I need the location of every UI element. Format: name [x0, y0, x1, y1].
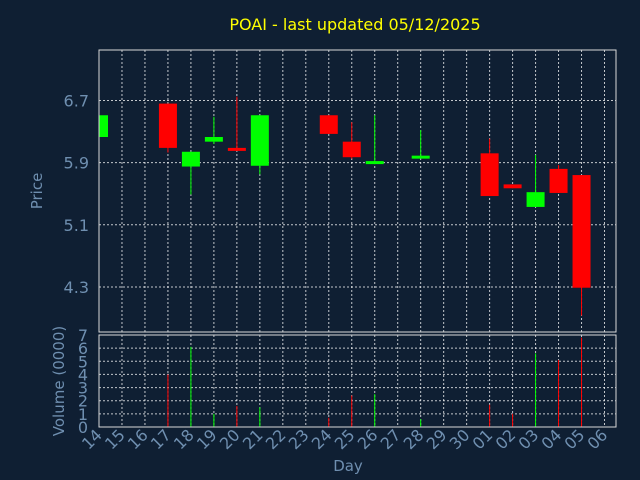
- candle-body: [227, 147, 246, 151]
- price-axis-label: Price: [28, 173, 46, 210]
- candle: [365, 115, 384, 165]
- volume-tick-label: 7: [78, 326, 88, 345]
- candle: [98, 115, 108, 138]
- price-tick-label: 6.7: [64, 91, 89, 110]
- price-tick-label: 4.3: [64, 278, 89, 297]
- volume-tick-label: 3: [78, 379, 88, 398]
- candle: [342, 122, 361, 159]
- candle-body: [250, 115, 269, 166]
- volume-tick-label: 0: [78, 418, 88, 437]
- candle: [204, 116, 223, 144]
- candle: [250, 115, 269, 175]
- candle-body: [549, 168, 568, 193]
- price-tick-label: 5.9: [64, 154, 89, 173]
- candle: [572, 175, 591, 316]
- candle: [503, 184, 522, 189]
- volume-tick-label: 4: [78, 365, 88, 384]
- candle-body: [181, 151, 200, 167]
- candle-body: [342, 141, 361, 158]
- candle: [181, 151, 200, 195]
- candle: [319, 115, 338, 134]
- candle-body: [158, 103, 177, 148]
- candle: [480, 138, 499, 197]
- price-tick-label: 5.1: [64, 216, 89, 235]
- volume-tick-label: 1: [78, 405, 88, 424]
- volume-axis-label: Volume (0000): [50, 326, 68, 436]
- candlestick-series: [98, 96, 591, 316]
- candle-body: [480, 153, 499, 197]
- volume-tick-label: 5: [78, 352, 88, 371]
- chart-title: POAI - last updated 05/12/2025: [229, 15, 480, 34]
- volume-series: [98, 337, 583, 427]
- price-tick-labels: 6.7 5.9 5.1 4.3: [64, 91, 89, 296]
- volume-tick-label: 6: [78, 339, 88, 358]
- candle-body: [204, 137, 223, 142]
- candle-body: [319, 115, 338, 134]
- candle: [549, 164, 568, 193]
- candle: [158, 103, 177, 153]
- candle-body: [99, 115, 108, 138]
- candle: [227, 96, 246, 151]
- price-grid: [98, 50, 616, 332]
- candle: [526, 154, 545, 207]
- volume-tick-label: 2: [78, 392, 88, 411]
- candle-body: [526, 192, 545, 207]
- candle: [411, 130, 430, 159]
- price-panel-frame: [98, 49, 617, 333]
- candle-body: [411, 155, 430, 159]
- candle-body: [365, 161, 384, 165]
- x-axis-label: Day: [333, 457, 363, 475]
- candle-body: [503, 184, 522, 189]
- day-tick-labels: 1415161718192021222324252627282930010203…: [78, 425, 611, 453]
- volume-panel-frame: [98, 334, 617, 428]
- candle-body: [572, 175, 591, 288]
